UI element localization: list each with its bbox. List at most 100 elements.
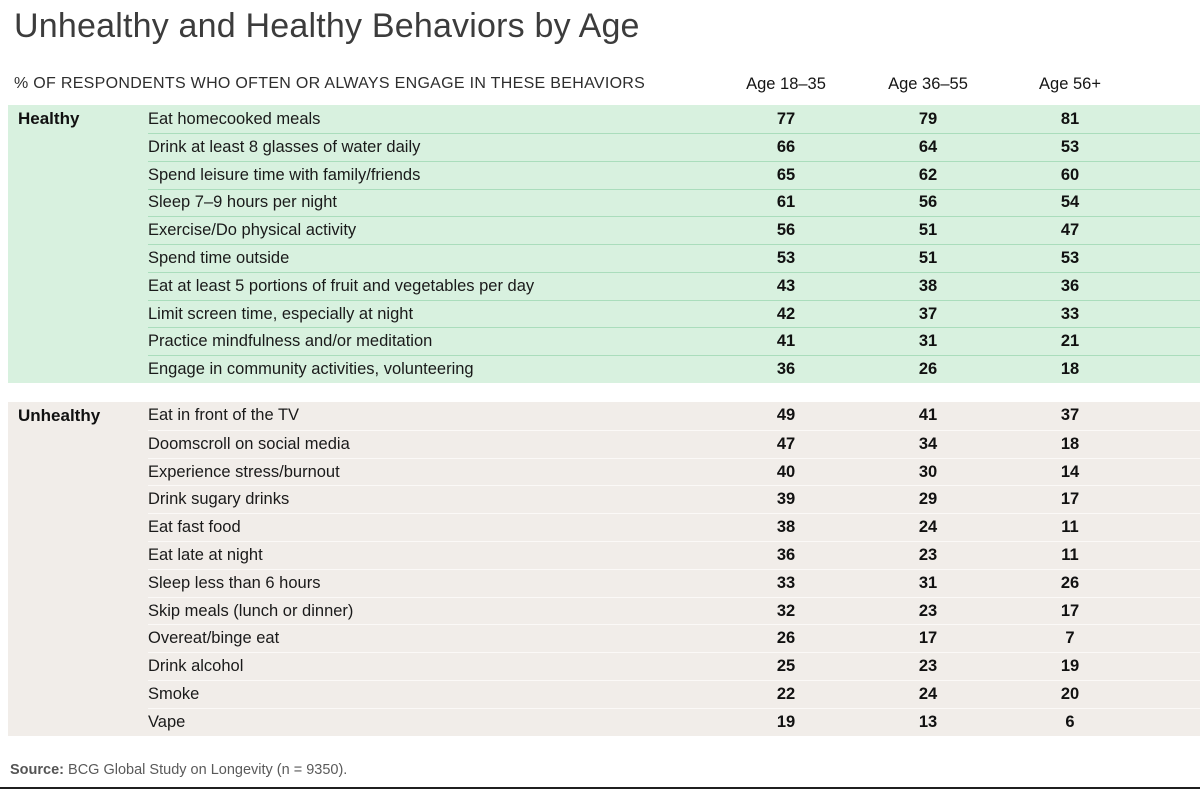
table-row: Spend time outside 53 51 53 (148, 244, 1200, 272)
behavior-label: Sleep 7–9 hours per night (148, 193, 337, 212)
value-age-18-35: 66 (776, 137, 796, 156)
value-age-56-plus: 19 (1060, 657, 1080, 676)
value-age-56-plus: 37 (1060, 406, 1080, 425)
column-header-age-36-55: Age 36–55 (888, 74, 968, 93)
value-age-56-plus: 53 (1060, 248, 1080, 267)
source-text: BCG Global Study on Longevity (n = 9350)… (68, 761, 348, 778)
value-age-36-55: 29 (918, 490, 938, 509)
value-age-56-plus: 26 (1060, 573, 1080, 592)
value-age-18-35: 40 (776, 462, 796, 481)
value-age-18-35: 47 (776, 434, 796, 453)
value-age-36-55: 24 (918, 684, 938, 703)
table-row: Smoke 22 24 20 (148, 680, 1200, 708)
value-age-18-35: 43 (776, 276, 796, 295)
value-age-36-55: 51 (918, 221, 938, 240)
behavior-label: Eat homecooked meals (148, 109, 321, 128)
value-age-18-35: 49 (776, 406, 796, 425)
behavior-label: Practice mindfulness and/or meditation (148, 332, 433, 351)
behavior-label: Eat at least 5 portions of fruit and veg… (148, 276, 535, 295)
value-age-36-55: 13 (918, 712, 938, 731)
value-age-36-55: 38 (918, 276, 938, 295)
behavior-label: Overeat/binge eat (148, 629, 280, 648)
value-age-18-35: 38 (776, 518, 796, 537)
value-age-18-35: 36 (776, 545, 796, 564)
value-age-18-35: 41 (776, 332, 796, 351)
unhealthy-section: Unhealthy Eat in front of the TV 49 41 3… (8, 402, 1200, 736)
table-row: Sleep 7–9 hours per night 61 56 54 (148, 188, 1200, 217)
value-age-56-plus: 47 (1060, 221, 1080, 240)
value-age-36-55: 34 (918, 434, 938, 453)
value-age-36-55: 17 (918, 629, 938, 648)
table-row: Sleep less than 6 hours 33 31 26 (148, 568, 1200, 597)
value-age-56-plus: 36 (1060, 276, 1080, 295)
healthy-rows: Eat homecooked meals 77 79 81 Drink at l… (148, 105, 1200, 383)
value-age-36-55: 64 (918, 137, 938, 156)
value-age-36-55: 56 (918, 193, 938, 212)
table-row: Limit screen time, especially at night 4… (148, 299, 1200, 328)
unhealthy-rows: Eat in front of the TV 49 41 37 Doomscro… (148, 402, 1200, 736)
behavior-label: Limit screen time, especially at night (148, 304, 414, 323)
value-age-56-plus: 17 (1060, 490, 1080, 509)
value-age-36-55: 26 (918, 360, 938, 379)
behavior-label: Drink at least 8 glasses of water daily (148, 137, 421, 156)
behavior-label: Spend leisure time with family/friends (148, 165, 421, 184)
value-age-18-35: 56 (776, 221, 796, 240)
behavior-label: Vape (148, 712, 186, 731)
table-row: Exercise/Do physical activity 56 51 47 (148, 216, 1200, 244)
value-age-56-plus: 20 (1060, 684, 1080, 703)
section-label-unhealthy: Unhealthy (18, 406, 101, 426)
value-age-36-55: 31 (918, 332, 938, 351)
value-age-18-35: 19 (776, 712, 796, 731)
value-age-18-35: 36 (776, 360, 796, 379)
value-age-18-35: 22 (776, 684, 796, 703)
behavior-label: Engage in community activities, voluntee… (148, 360, 474, 379)
page-title: Unhealthy and Healthy Behaviors by Age (14, 7, 640, 45)
value-age-18-35: 32 (776, 601, 796, 620)
value-age-56-plus: 33 (1060, 304, 1080, 323)
value-age-56-plus: 81 (1060, 109, 1080, 128)
source-label: Source: (10, 761, 64, 778)
value-age-18-35: 33 (776, 573, 796, 592)
value-age-36-55: 31 (918, 573, 938, 592)
column-header-age-18-35: Age 18–35 (746, 74, 826, 93)
value-age-56-plus: 7 (1065, 629, 1075, 648)
value-age-56-plus: 6 (1065, 712, 1075, 731)
behavior-label: Skip meals (lunch or dinner) (148, 601, 354, 620)
value-age-56-plus: 11 (1061, 545, 1079, 564)
value-age-56-plus: 11 (1061, 518, 1079, 537)
behavior-label: Eat late at night (148, 545, 263, 564)
bottom-rule (0, 787, 1200, 789)
table-row: Drink sugary drinks 39 29 17 (148, 485, 1200, 513)
value-age-36-55: 23 (918, 657, 938, 676)
behavior-label: Spend time outside (148, 248, 290, 267)
value-age-56-plus: 21 (1060, 332, 1080, 351)
value-age-18-35: 42 (776, 304, 796, 323)
column-header-age-56-plus: Age 56+ (1039, 74, 1101, 93)
value-age-18-35: 65 (776, 165, 796, 184)
behavior-label: Eat in front of the TV (148, 406, 300, 425)
value-age-56-plus: 18 (1060, 434, 1080, 453)
value-age-56-plus: 14 (1060, 462, 1080, 481)
value-age-18-35: 77 (776, 109, 796, 128)
source-line: Source: BCG Global Study on Longevity (n… (10, 762, 1200, 778)
value-age-36-55: 51 (918, 248, 938, 267)
table-row: Drink alcohol 25 23 19 (148, 652, 1200, 680)
table-row: Spend leisure time with family/friends 6… (148, 160, 1200, 189)
behavior-label: Drink alcohol (148, 657, 244, 676)
table-row: Engage in community activities, voluntee… (148, 355, 1200, 383)
value-age-36-55: 62 (918, 165, 938, 184)
value-age-36-55: 24 (918, 518, 938, 537)
value-age-36-55: 23 (918, 601, 938, 620)
table-row: Overeat/binge eat 26 17 7 (148, 624, 1200, 652)
value-age-18-35: 26 (776, 629, 796, 648)
table-header-row: % OF RESPONDENTS WHO OFTEN OR ALWAYS ENG… (0, 72, 1200, 96)
value-age-18-35: 53 (776, 248, 796, 267)
value-age-36-55: 41 (918, 406, 938, 425)
section-label-healthy: Healthy (18, 109, 80, 129)
behavior-label: Experience stress/burnout (148, 462, 340, 481)
table-subtitle: % OF RESPONDENTS WHO OFTEN OR ALWAYS ENG… (14, 75, 646, 93)
table-row: Eat in front of the TV 49 41 37 (148, 402, 1200, 430)
behavior-label: Exercise/Do physical activity (148, 221, 357, 240)
behavior-label: Eat fast food (148, 518, 241, 537)
